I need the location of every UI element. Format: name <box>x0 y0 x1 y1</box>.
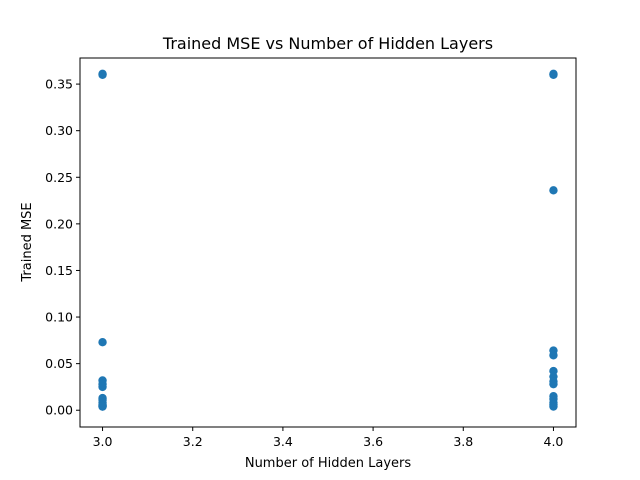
data-points <box>98 69 558 411</box>
x-tick-label: 4.0 <box>544 434 564 449</box>
y-tick-label: 0.10 <box>45 310 73 325</box>
data-point <box>549 402 558 411</box>
data-point <box>549 351 558 360</box>
data-point <box>549 70 558 79</box>
data-point <box>98 70 107 79</box>
y-axis-ticks: 0.00 0.05 0.10 0.15 0.20 0.25 0.30 0.35 <box>45 77 80 418</box>
data-point <box>549 379 558 389</box>
x-axis-ticks: 3.0 3.2 3.4 3.6 3.8 4.0 <box>93 427 564 449</box>
x-axis-label: Number of Hidden Layers <box>245 456 412 471</box>
y-tick-label: 0.20 <box>45 216 73 231</box>
y-tick-label: 0.25 <box>45 170 73 185</box>
data-point <box>98 382 107 392</box>
y-tick-label: 0.30 <box>45 123 73 138</box>
chart-title: Trained MSE vs Number of Hidden Layers <box>162 34 493 53</box>
x-tick-label: 3.0 <box>93 434 113 449</box>
y-tick-label: 0.15 <box>45 263 73 278</box>
data-point <box>549 186 558 195</box>
plot-area-frame <box>79 57 577 428</box>
data-point <box>98 402 107 411</box>
x-tick-label: 3.2 <box>183 434 203 449</box>
data-point <box>98 338 107 347</box>
x-tick-label: 3.4 <box>273 434 293 449</box>
y-tick-label: 0.05 <box>45 356 73 371</box>
y-tick-label: 0.35 <box>45 77 73 92</box>
x-tick-label: 3.6 <box>363 434 383 449</box>
x-tick-label: 3.8 <box>453 434 473 449</box>
y-axis-label: Trained MSE <box>20 202 35 282</box>
y-tick-label: 0.00 <box>45 403 73 418</box>
